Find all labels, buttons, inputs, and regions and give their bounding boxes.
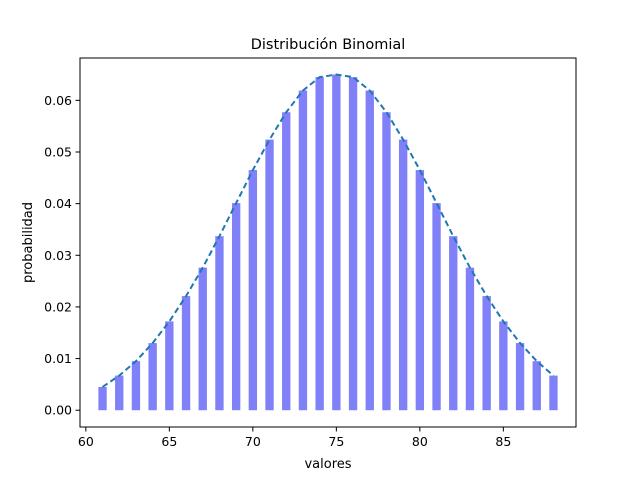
- bar: [115, 375, 124, 411]
- y-tick-label: 0.04: [44, 196, 72, 211]
- bar: [415, 170, 425, 411]
- y-axis: 0.00 0.01 0.02 0.03 0.04 0.05 0.06: [44, 93, 80, 418]
- bar: [332, 74, 341, 411]
- y-tick-label: 0.02: [44, 299, 72, 314]
- x-tick-label: 65: [161, 434, 177, 449]
- x-tick-label: 60: [78, 434, 94, 449]
- bar: [449, 236, 458, 411]
- x-tick-label: 75: [328, 434, 344, 449]
- probability-curve: [101, 73, 555, 388]
- y-axis-label: probabilidad: [21, 202, 36, 283]
- bar: [231, 203, 241, 411]
- bar: [98, 386, 107, 411]
- bar: [432, 203, 441, 411]
- bar: [215, 236, 224, 411]
- chart-title: Distribución Binomial: [251, 37, 406, 53]
- bar: [165, 321, 174, 411]
- bar: [282, 112, 291, 411]
- bar: [515, 343, 525, 411]
- bar: [532, 361, 541, 411]
- y-tick-label: 0.05: [44, 144, 72, 159]
- x-axis-label: valores: [304, 457, 351, 472]
- bar: [248, 170, 258, 411]
- bar: [482, 296, 491, 411]
- bar: [131, 361, 141, 411]
- y-tick-label: 0.01: [44, 351, 72, 366]
- x-tick-label: 70: [245, 434, 261, 449]
- bar: [465, 267, 475, 411]
- bar: [549, 375, 558, 411]
- bar: [499, 321, 508, 411]
- x-tick-label: 85: [495, 434, 511, 449]
- y-tick-label: 0.06: [44, 93, 72, 108]
- bar: [348, 77, 358, 411]
- bar: [365, 90, 374, 411]
- x-axis: 60 65 70 75 80 85: [78, 427, 511, 449]
- bar: [181, 296, 191, 411]
- bar: [265, 139, 274, 411]
- bars-layer: [98, 74, 558, 411]
- plot-area-frame: [79, 57, 577, 428]
- bar: [315, 77, 324, 411]
- bar: [198, 267, 207, 411]
- bar: [398, 139, 408, 411]
- y-tick-label: 0.03: [44, 248, 72, 263]
- x-tick-label: 80: [412, 434, 428, 449]
- bar: [382, 112, 391, 411]
- bar: [298, 90, 308, 411]
- y-tick-label: 0.00: [44, 403, 72, 418]
- bar: [148, 343, 157, 411]
